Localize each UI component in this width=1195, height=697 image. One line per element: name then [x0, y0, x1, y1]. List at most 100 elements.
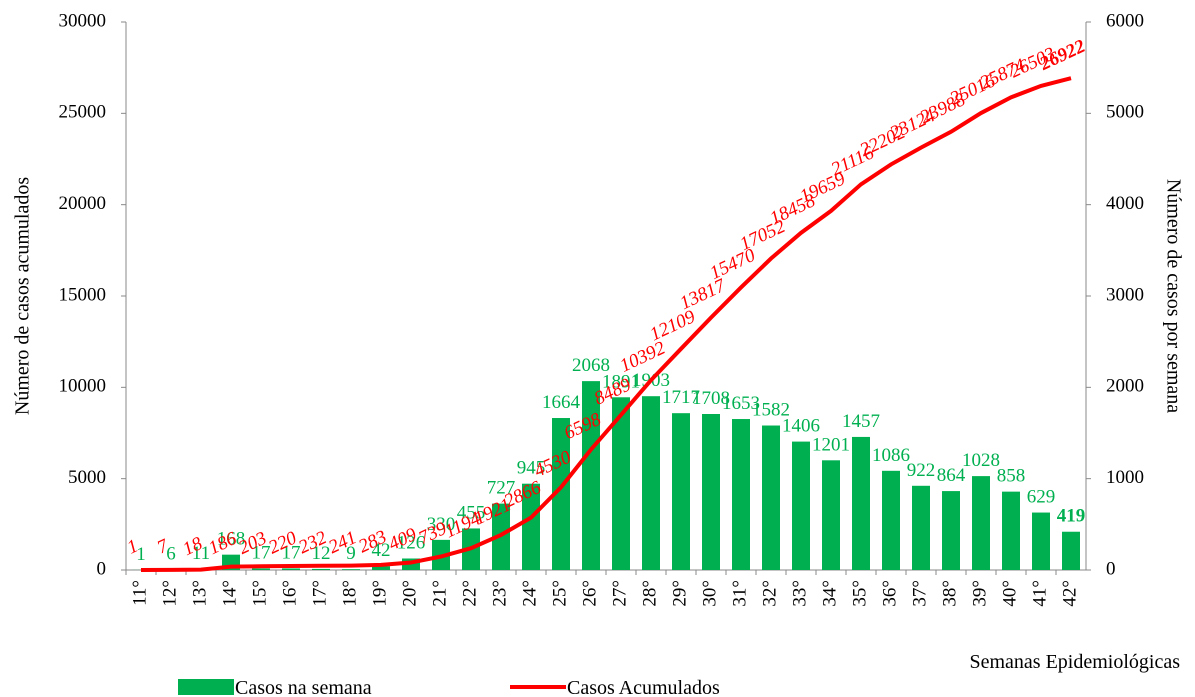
bar-value-label: 11 [192, 543, 210, 564]
bar-value-label: 42 [372, 540, 391, 561]
bar-value-label: 922 [907, 460, 936, 481]
bar-value-label: 168 [217, 529, 246, 550]
bar-value-label: 1028 [962, 450, 1000, 471]
x-tick-label: 24° [519, 580, 540, 607]
bar-value-label: 864 [937, 465, 966, 486]
x-tick-label: 36° [879, 580, 900, 607]
bar [792, 441, 810, 570]
y2-axis-title: Número de casos por semana [1162, 179, 1184, 413]
y2-tick-label: 0 [1106, 558, 1116, 579]
bar-value-label: 2068 [572, 355, 610, 376]
bar-value-label: 17 [282, 542, 301, 563]
x-tick-label: 32° [759, 580, 780, 607]
bar-value-label: 727 [487, 478, 516, 499]
bar-value-label: 6 [166, 543, 176, 564]
bar-value-label: 1582 [752, 400, 790, 421]
bar-value-label: 455 [457, 502, 486, 523]
bar-value-label: 1086 [872, 445, 910, 466]
x-tick-label: 34° [819, 580, 840, 607]
bar-value-label: 17 [252, 542, 271, 563]
x-tick-label: 42° [1059, 580, 1080, 607]
bar-value-label: 1717 [662, 387, 700, 408]
x-tick-label: 27° [609, 580, 630, 607]
x-tick-label: 23° [489, 580, 510, 607]
bar-value-label: 1708 [692, 388, 730, 409]
y2-tick-label: 6000 [1106, 10, 1144, 31]
x-tick-label: 22° [459, 580, 480, 607]
bar [552, 418, 570, 570]
bar-value-label: 1201 [812, 434, 850, 455]
x-tick-label: 19° [369, 580, 390, 607]
y-axis-title: Número de casos acumulados [12, 177, 34, 415]
bar [942, 491, 960, 570]
bar-value-label: 1457 [842, 411, 880, 432]
x-tick-label: 41° [1029, 580, 1050, 607]
x-tick-label: 26° [579, 580, 600, 607]
x-tick-label: 16° [279, 580, 300, 607]
bar-value-label: 1664 [542, 392, 581, 413]
x-tick-label: 35° [849, 580, 870, 607]
y2-tick-label: 1000 [1106, 467, 1144, 488]
y-tick-label: 0 [97, 558, 107, 579]
x-tick-label: 31° [729, 580, 750, 607]
bar [612, 397, 630, 570]
x-tick-label: 29° [669, 580, 690, 607]
bar [762, 425, 780, 570]
bar [912, 485, 930, 570]
x-tick-label: 28° [639, 580, 660, 607]
bar [282, 568, 300, 570]
x-tick-label: 38° [939, 580, 960, 607]
bar [1032, 512, 1050, 570]
x-tick-label: 37° [909, 580, 930, 607]
y2-tick-label: 4000 [1106, 193, 1144, 214]
x-tick-label: 17° [309, 580, 330, 607]
x-tick-label: 15° [249, 580, 270, 607]
bar-value-label: 1 [136, 544, 146, 565]
y-tick-label: 10000 [59, 376, 107, 397]
bar-value-label: 629 [1027, 487, 1056, 508]
bar [372, 566, 390, 570]
x-tick-label: 40° [999, 580, 1020, 607]
x-tick-label: 21° [429, 580, 450, 607]
legend-swatch [178, 679, 234, 695]
y-tick-label: 25000 [59, 102, 107, 123]
bar [732, 419, 750, 570]
bar [1062, 531, 1080, 570]
bar-value-label: 945 [517, 458, 546, 479]
bar-value-label: 330 [427, 514, 456, 535]
x-tick-label: 18° [339, 580, 360, 607]
bar [852, 436, 870, 570]
y-tick-label: 5000 [68, 467, 106, 488]
x-axis-title: Semanas Epidemiológicas [969, 651, 1180, 673]
bar [882, 470, 900, 570]
bar [522, 483, 540, 570]
line [140, 76, 1072, 572]
x-tick-label: 13° [189, 580, 210, 607]
bar [642, 396, 660, 570]
y2-tick-label: 2000 [1106, 376, 1144, 397]
bar [252, 568, 270, 570]
y2-tick-label: 3000 [1106, 284, 1144, 305]
x-tick-label: 39° [969, 580, 990, 607]
bar [342, 569, 360, 570]
bar-value-label: 419 [1057, 506, 1086, 527]
y2-tick-label: 5000 [1106, 102, 1144, 123]
bar-value-label: 126 [397, 532, 426, 553]
x-tick-label: 12° [159, 580, 180, 607]
bar [312, 568, 330, 570]
bar-value-label: 858 [997, 466, 1026, 487]
line-value-label: 26922 [1036, 35, 1089, 75]
y-tick-label: 15000 [59, 284, 107, 305]
bar [582, 381, 600, 570]
bar [672, 413, 690, 570]
x-tick-label: 11° [129, 580, 150, 606]
bar-value-label: 1653 [722, 393, 760, 414]
bar-value-label: 1406 [782, 416, 820, 437]
x-tick-label: 30° [699, 580, 720, 607]
bar-value-label: 12 [312, 543, 331, 564]
y-tick-label: 30000 [59, 10, 107, 31]
bar-value-label: 9 [346, 543, 356, 564]
bar [1002, 491, 1020, 570]
x-tick-label: 33° [789, 580, 810, 607]
